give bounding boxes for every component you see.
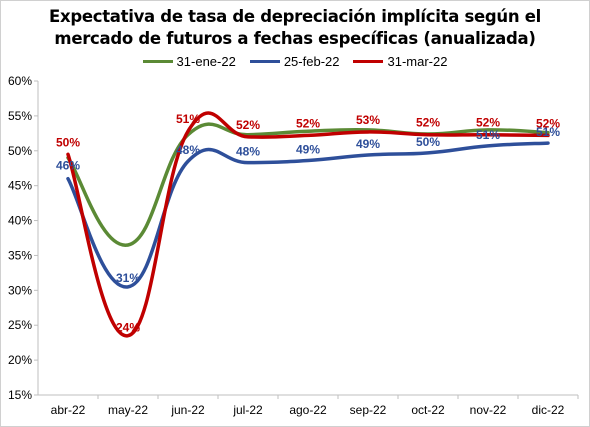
data-label-series-3: 53% (356, 113, 380, 127)
data-label-series-2: 48% (236, 145, 260, 159)
y-tick-label: 35% (8, 248, 32, 262)
y-tick-label: 40% (8, 214, 32, 228)
data-label-series-2: 50% (416, 135, 440, 149)
y-tick-label: 25% (8, 318, 32, 332)
legend-item-series-2: 25-feb-22 (249, 54, 340, 69)
data-label-series-3: 52% (536, 116, 560, 130)
chart-title-line-2: mercado de futuros a fechas específicas … (54, 29, 536, 48)
data-label-series-2: 49% (356, 137, 380, 151)
data-label-series-2: 48% (176, 143, 200, 157)
y-tick-label: 55% (8, 109, 32, 123)
x-tick-label: ago-22 (289, 403, 327, 417)
series-line-3 (66, 111, 550, 338)
data-label-series-3: 51% (176, 112, 200, 126)
data-label-series-2: 49% (296, 143, 320, 157)
data-label-series-3: 52% (236, 118, 260, 132)
data-label-series-3: 24% (116, 321, 140, 335)
chart-legend: 31-ene-22 25-feb-22 31-mar-22 (0, 54, 590, 69)
data-label-series-3: 52% (416, 116, 440, 130)
legend-swatch-series-2 (249, 60, 280, 63)
legend-item-series-3: 31-mar-22 (353, 54, 447, 69)
data-label-series-3: 52% (476, 116, 500, 130)
x-tick-label: oct-22 (411, 403, 445, 417)
x-tick-label: nov-22 (470, 403, 507, 417)
legend-label-series-1: 31-ene-22 (176, 54, 236, 69)
y-tick-label: 45% (8, 179, 32, 193)
x-tick-label: sep-22 (350, 403, 387, 417)
series-line-1 (66, 122, 550, 247)
legend-label-series-2: 25-feb-22 (283, 54, 340, 69)
y-tick-label: 20% (8, 353, 32, 367)
x-tick-label: jul-22 (232, 403, 263, 417)
data-label-series-3: 52% (296, 116, 320, 130)
data-label-series-2: 51% (536, 125, 560, 139)
y-tick-label: 15% (8, 388, 32, 402)
data-label-series-2: 31% (116, 271, 140, 285)
chart-title-line-1: Expectativa de tasa de depreciación impl… (49, 7, 541, 26)
x-tick-label: dic-22 (532, 403, 565, 417)
legend-item-series-1: 31-ene-22 (142, 54, 236, 69)
data-label-series-2: 46% (56, 159, 80, 173)
chart-title: Expectativa de tasa de depreciación impl… (0, 6, 590, 50)
y-tick-label: 50% (8, 144, 32, 158)
data-label-series-2: 51% (476, 128, 500, 142)
y-tick-label: 30% (8, 283, 32, 297)
x-tick-label: abr-22 (51, 403, 86, 417)
legend-swatch-series-1 (142, 60, 173, 63)
data-label-series-3: 50% (56, 135, 80, 149)
legend-swatch-series-3 (353, 60, 384, 63)
x-tick-label: jun-22 (170, 403, 205, 417)
y-tick-label: 60% (8, 74, 32, 88)
x-tick-label: may-22 (108, 403, 148, 417)
series-line-2 (66, 141, 550, 289)
legend-label-series-3: 31-mar-22 (387, 54, 448, 69)
